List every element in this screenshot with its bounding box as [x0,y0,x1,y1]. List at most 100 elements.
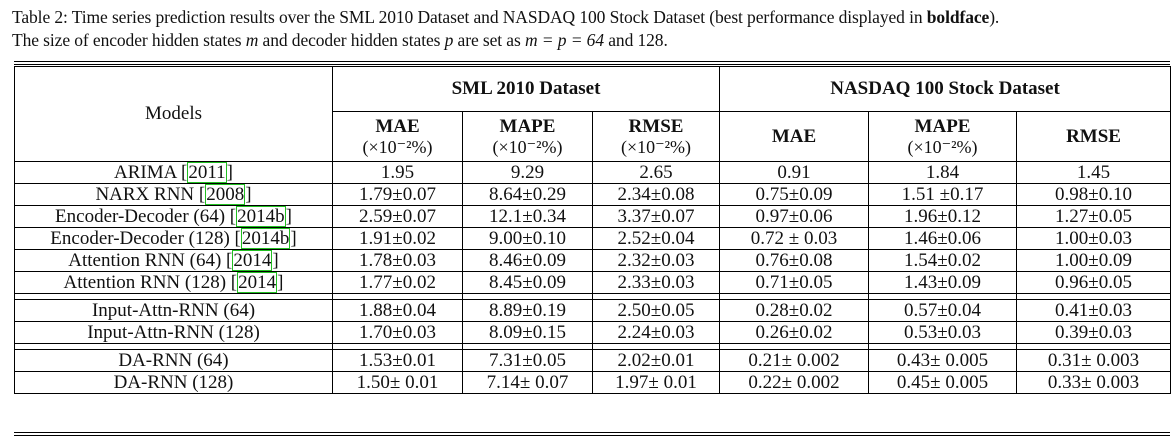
table-caption: Table 2: Time series prediction results … [12,6,1172,52]
header-metric: MAPE (×10⁻²%) [868,111,1018,162]
model-name: Input-Attn-RNN (64) [14,299,333,322]
table-top-rule [14,64,1170,65]
metric-value: 1.51 ±0.17 [868,183,1018,206]
header-metric: MAPE (×10⁻²%) [462,111,593,162]
header-metric: MAE (×10⁻²%) [332,111,463,162]
caption-text: and 128. [603,30,668,50]
metric-unit: (×10⁻²%) [492,136,563,157]
model-label-tail: ] [290,228,297,249]
caption-math: m [245,30,259,50]
caption-math: m = p = 64 [524,30,604,50]
header-metric: MAE [719,111,870,162]
header-models: Models [14,66,333,162]
metric-value: 0.72 ± 0.03 [719,227,870,250]
model-label: DA-RNN (128) [113,372,234,393]
caption-text: Table 2: Time series prediction results … [12,7,927,27]
model-name: Attention RNN (128) [2014] [14,271,333,294]
table-bottom-rule [14,432,1170,433]
metric-name: MAE [771,125,817,147]
metric-value: 1.43±0.09 [868,271,1018,294]
model-name: Encoder-Decoder (128) [2014b] [14,227,333,250]
metric-value: 0.31± 0.003 [1016,349,1172,372]
metric-unit: (×10⁻²%) [362,136,433,157]
metric-value: 8.09±0.15 [462,321,593,344]
table-row: Attention RNN (128) [2014] 1.77±0.02 8.45±… [14,271,1172,294]
model-label: Encoder-Decoder (128) [ [50,228,241,249]
metric-value: 2.52±0.04 [591,227,721,250]
metric-name: RMSE [628,115,684,137]
caption-math: p [444,30,454,50]
metric-value: 1.00±0.09 [1016,249,1172,272]
metric-value: 8.64±0.29 [462,183,593,206]
model-label: Encoder-Decoder (64) [ [55,206,237,227]
caption-text: The size of encoder hidden states [12,30,246,50]
model-label: Attention RNN (128) [ [63,272,238,293]
citation-link[interactable]: 2011 [187,162,227,183]
citation-link[interactable]: 2014 [232,250,273,271]
metric-value: 8.46±0.09 [462,249,593,272]
table-row: Encoder-Decoder (128) [2014b] 1.91±0.02 9.… [14,227,1172,250]
metric-value: 2.65 [591,161,721,184]
metric-value: 1.78±0.03 [332,249,463,272]
metric-value: 0.91 [719,161,870,184]
metric-value: 1.79±0.07 [332,183,463,206]
metric-value: 9.00±0.10 [462,227,593,250]
metric-unit: (×10⁻²%) [620,136,692,157]
table-row: Encoder-Decoder (64) [2014b] 2.59±0.07 12.… [14,205,1172,228]
header-metric: RMSE [1016,111,1172,162]
metric-value: 2.34±0.08 [591,183,721,206]
model-label-tail: ] [285,206,292,227]
metric-value: 0.98±0.10 [1016,183,1172,206]
table-row: NARX RNN [2008] 1.79±0.07 8.64±0.29 2.34±0.… [14,183,1172,206]
metric-value: 0.45± 0.005 [868,371,1018,394]
metric-value: 0.33± 0.003 [1016,371,1172,394]
model-label: DA-RNN (64) [118,350,229,371]
table-row: Attention RNN (64) [2014] 1.78±0.03 8.46±0… [14,249,1172,272]
header-nasdaq100: NASDAQ 100 Stock Dataset [719,65,1172,113]
metric-value: 9.29 [462,161,593,184]
header-sml2010: SML 2010 Dataset [331,65,721,113]
metric-unit: (×10⁻²%) [907,136,978,157]
model-name: DA-RNN (128) [14,371,333,394]
citation-link[interactable]: 2014 [237,272,278,293]
metric-value: 1.95 [332,161,463,184]
metric-value: 1.50± 0.01 [332,371,463,394]
model-label: ARIMA [ [114,162,188,183]
metric-value: 0.97±0.06 [719,205,870,228]
metric-value: 0.71±0.05 [719,271,870,294]
metric-value: 0.26±0.02 [719,321,870,344]
metric-value: 0.43± 0.005 [868,349,1018,372]
metric-value: 3.37±0.07 [591,205,721,228]
metric-value: 1.96±0.12 [868,205,1018,228]
metric-value: 12.1±0.34 [462,205,593,228]
metric-value: 2.02±0.01 [591,349,721,372]
citation-link[interactable]: 2014b [236,206,286,227]
metric-value: 1.91±0.02 [332,227,463,250]
model-label: Input-Attn-RNN (64) [91,300,256,321]
metric-value: 7.14± 0.07 [462,371,593,394]
metric-value: 0.96±0.05 [1016,271,1172,294]
citation-link[interactable]: 2008 [205,184,246,205]
metric-value: 0.39±0.03 [1016,321,1172,344]
header-metric: RMSE (×10⁻²%) [591,111,721,162]
model-label-tail: ] [226,162,233,183]
metric-value: 0.28±0.02 [719,299,870,322]
model-label-tail: ] [245,184,252,205]
metric-value: 0.57±0.04 [868,299,1018,322]
group-separator [14,293,1172,300]
caption-text: are set as [453,30,525,50]
model-name: Attention RNN (64) [2014] [14,249,333,272]
model-label: NARX RNN [ [95,184,206,205]
metric-value: 1.88±0.04 [332,299,463,322]
table-row: Input-Attn-RNN (128) 1.70±0.03 8.09±0.15 2.… [14,321,1172,344]
metric-value: 1.00±0.03 [1016,227,1172,250]
table-bottom-rule [14,435,1170,436]
metric-value: 2.32±0.03 [591,249,721,272]
metric-name: RMSE [1066,125,1121,147]
metric-value: 2.33±0.03 [591,271,721,294]
metric-value: 0.41±0.03 [1016,299,1172,322]
metric-value: 2.59±0.07 [332,205,463,228]
table-row: Input-Attn-RNN (64) 1.88±0.04 8.89±0.19 2.5… [14,299,1172,322]
table-row: DA-RNN (128) 1.50± 0.01 7.14± 0.07 1.97± 0.… [14,371,1172,394]
citation-link[interactable]: 2014b [240,228,291,249]
